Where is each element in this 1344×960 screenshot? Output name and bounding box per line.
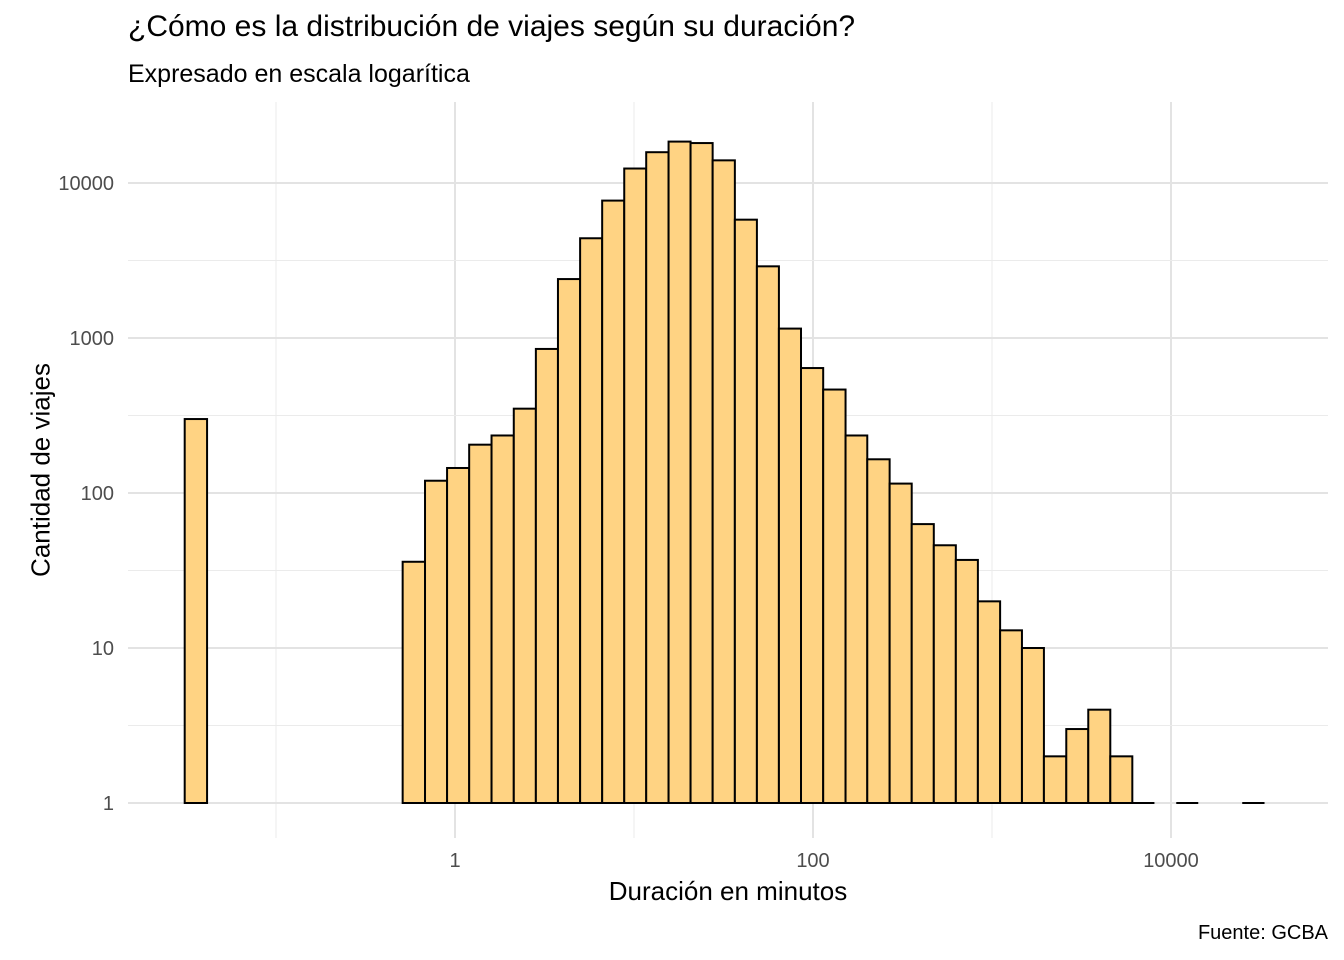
histogram-bar xyxy=(446,466,471,804)
histogram-bar xyxy=(954,558,979,804)
histogram-bar xyxy=(623,167,648,804)
x-axis-ticks: 1 100 10000 xyxy=(449,850,1198,872)
histogram-bar xyxy=(490,434,515,804)
histogram-bar xyxy=(183,418,209,804)
histogram-bar xyxy=(556,278,582,804)
histogram-bar xyxy=(1065,728,1090,804)
histogram-bar xyxy=(1042,755,1068,804)
histogram-bar xyxy=(401,560,427,805)
histogram-bars xyxy=(183,140,1265,805)
x-tick-label: 10000 xyxy=(1143,850,1199,872)
histogram-bar xyxy=(777,327,803,804)
histogram-bar xyxy=(822,388,847,804)
chart-subtitle: Expresado en escala logarítica xyxy=(128,60,470,88)
histogram-bar xyxy=(1087,708,1112,805)
y-tick-label: 10 xyxy=(92,638,114,660)
y-tick-label: 100 xyxy=(81,483,114,505)
y-tick-label: 10000 xyxy=(58,173,114,195)
histogram-bar xyxy=(866,458,891,804)
histogram-bar xyxy=(1020,647,1045,804)
histogram-bar xyxy=(888,482,913,804)
histogram-bar xyxy=(468,443,493,804)
histogram-bar xyxy=(1109,755,1134,804)
histogram-bar xyxy=(755,265,780,804)
x-tick-label: 1 xyxy=(449,850,460,872)
histogram-bar xyxy=(512,407,537,804)
y-axis-label: Cantidad de viajes xyxy=(25,363,56,577)
histogram-bar xyxy=(579,237,604,804)
histogram-bar xyxy=(733,218,758,805)
histogram-bar xyxy=(601,199,626,804)
histogram-bar xyxy=(800,367,825,804)
histogram-bar xyxy=(844,434,869,804)
x-tick-label: 100 xyxy=(796,850,829,872)
x-axis-label: Duración en minutos xyxy=(608,876,848,906)
histogram-bar xyxy=(711,159,736,804)
histogram-bar xyxy=(999,629,1023,805)
histogram-bar xyxy=(667,140,692,804)
chart-title: ¿Cómo es la distribución de viajes según… xyxy=(128,10,856,43)
histogram-bar xyxy=(689,142,714,804)
y-axis-ticks: 1 10 100 1000 10000 xyxy=(58,173,114,815)
histogram-bar xyxy=(645,151,670,805)
y-tick-label: 1000 xyxy=(70,328,115,350)
histogram-bar xyxy=(910,523,935,805)
histogram-bar xyxy=(424,479,449,804)
chart-caption: Fuente: GCBA xyxy=(1197,922,1328,944)
y-tick-label: 1 xyxy=(103,793,114,815)
histogram-bar xyxy=(932,544,957,804)
histogram-bar xyxy=(534,347,559,804)
histogram-bar xyxy=(976,600,1002,804)
